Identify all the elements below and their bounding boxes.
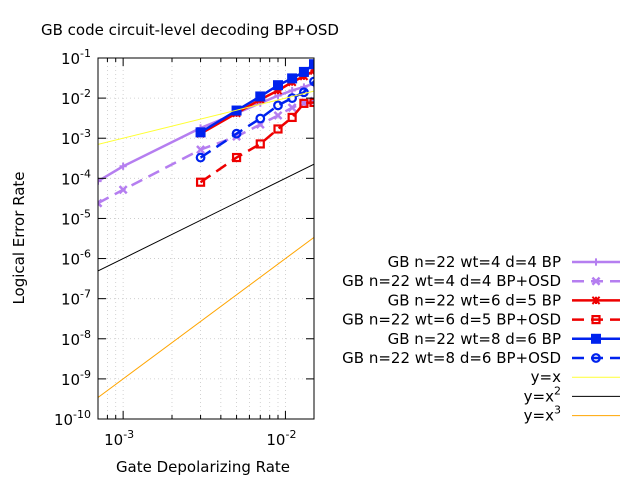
legend-entry: GB n=22 wt=8 d=6 BP xyxy=(388,330,620,348)
x-tick-label: 10-3 xyxy=(104,428,134,449)
data-point xyxy=(98,198,103,208)
data-point xyxy=(287,112,297,123)
y-tick-label: 10-3 xyxy=(61,127,91,148)
data-point xyxy=(287,103,297,113)
data-point xyxy=(273,124,283,134)
legend-sample-marker xyxy=(592,258,600,266)
data-point xyxy=(195,152,206,163)
data-point xyxy=(255,139,265,149)
legend-label: GB n=22 wt=4 d=4 BP xyxy=(388,253,561,271)
legend-entry: GB n=22 wt=8 d=6 BP+OSD xyxy=(342,349,620,367)
data-point xyxy=(231,128,242,139)
data-point xyxy=(255,91,266,102)
x-tick-label: 10-2 xyxy=(266,428,296,449)
data-point xyxy=(272,80,283,91)
legend-sample-marker xyxy=(591,333,601,344)
legend-label: y=x xyxy=(531,368,561,386)
chart-title: GB code circuit-level decoding BP+OSD xyxy=(41,21,339,39)
series-line xyxy=(98,90,314,145)
legend-label: GB n=22 wt=4 d=4 BP+OSD xyxy=(342,272,561,290)
series-7 xyxy=(98,163,314,272)
y-tick-label: 10-10 xyxy=(54,408,91,429)
y-tick-label: 10-8 xyxy=(61,328,91,349)
legend-entry: GB n=22 wt=6 d=5 BP xyxy=(388,291,620,309)
data-point xyxy=(309,97,314,108)
data-point xyxy=(255,113,266,124)
data-point xyxy=(287,73,298,84)
plot-frame xyxy=(97,57,315,420)
series-line xyxy=(98,163,314,272)
grid-layer xyxy=(97,58,314,419)
data-point xyxy=(195,177,206,187)
data-point xyxy=(288,86,296,95)
y-tick-label: 10-5 xyxy=(61,207,91,228)
legend-entry: GB n=22 wt=4 d=4 BP+OSD xyxy=(342,272,620,290)
legend-label: GB n=22 wt=6 d=5 BP xyxy=(388,291,561,309)
series-5 xyxy=(195,76,314,163)
y-tick-label: 10-4 xyxy=(61,167,91,188)
data-point xyxy=(309,59,314,70)
data-point xyxy=(196,145,206,155)
legend-label: GB n=22 wt=6 d=5 BP+OSD xyxy=(342,311,561,329)
legend-sample-marker xyxy=(591,296,601,305)
legend-entry: GB n=22 wt=6 d=5 BP+OSD xyxy=(342,311,620,329)
data-point xyxy=(119,162,127,170)
legend-entry: y=x2 xyxy=(524,384,620,405)
y-tick-label: 10-1 xyxy=(61,47,91,68)
y-tick-label: 10-7 xyxy=(61,288,91,309)
legend-sample-marker xyxy=(591,353,601,363)
data-point xyxy=(287,93,298,104)
data-point xyxy=(273,100,283,111)
x-axis-label: Gate Depolarizing Rate xyxy=(116,458,290,476)
data-point xyxy=(273,86,283,95)
series-6 xyxy=(98,90,314,145)
series-line xyxy=(98,99,314,205)
data-point xyxy=(195,127,206,138)
data-layer xyxy=(98,59,314,398)
series-0 xyxy=(98,80,314,185)
legend-entry: y=x3 xyxy=(524,404,620,425)
data-point xyxy=(298,66,309,77)
data-point xyxy=(231,152,242,163)
legend-entry: GB n=22 wt=4 d=4 BP xyxy=(388,253,620,271)
y-axis-label: Logical Error Rate xyxy=(10,171,28,304)
legend-sample-marker xyxy=(591,315,601,325)
tick-layer: 10-3 10-2 10-10 10-9 10-8 10-7 10-6 10-5 10-4 10-… xyxy=(54,47,314,449)
legend-label: GB n=22 wt=8 d=6 BP xyxy=(388,330,561,348)
y-tick-label: 10-6 xyxy=(61,248,91,269)
series-1 xyxy=(98,96,314,208)
data-point xyxy=(273,110,283,120)
series-3 xyxy=(195,97,314,187)
y-tick-label: 10-2 xyxy=(61,87,91,108)
y-tick-label: 10-9 xyxy=(61,368,91,389)
series-8 xyxy=(98,236,314,398)
series-line xyxy=(98,236,314,398)
data-point xyxy=(309,76,314,87)
legend-label: GB n=22 wt=8 d=6 BP+OSD xyxy=(342,349,561,367)
legend-entry: y=x xyxy=(531,368,620,386)
data-point xyxy=(98,177,102,185)
legend-label: y=x3 xyxy=(524,404,561,425)
series-line xyxy=(199,101,314,184)
data-point xyxy=(118,185,128,195)
legend-sample-marker xyxy=(591,276,601,286)
legend-label: y=x2 xyxy=(524,384,561,405)
data-point xyxy=(299,98,309,108)
series-line xyxy=(199,80,314,159)
